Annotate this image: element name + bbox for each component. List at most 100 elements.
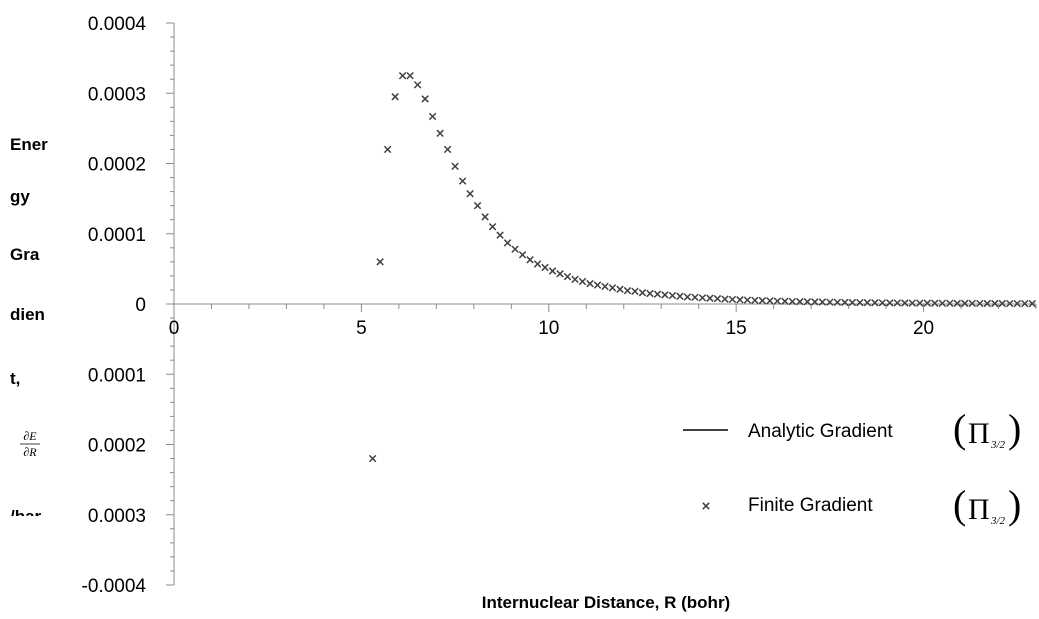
y-tick-label: 0.0003 [88,506,146,527]
legend-subscript: 3/2 [990,515,1006,527]
finite-gradient-point [676,292,684,301]
finite-gradient-point [541,263,549,272]
x-tick-label: 0 [169,318,180,339]
finite-gradient-point [496,231,504,239]
finite-gradient-point [548,267,557,275]
finite-gradient-point [878,299,887,307]
y-tick-label: 0.0002 [88,436,146,457]
finite-gradient-point [368,454,377,463]
finite-gradient-point [1021,299,1029,308]
finite-gradient-point [841,298,849,307]
x-axis-tick-labels: 0 5 10 15 20 [169,318,934,339]
finite-gradient-point [1013,299,1021,308]
y-axis-tick-labels: 0.0004 0.0003 0.0002 0.0001 0 0.0001 0.0002 0.0… [82,14,147,597]
finite-gradient-point [713,294,722,303]
finite-gradient-point [991,299,999,308]
finite-gradient-point [646,289,654,298]
x-axis-title: Internuclear Distance, R (bohr) [482,593,730,612]
finite-gradient-point [413,81,422,89]
x-tick-label: 10 [538,318,559,339]
finite-gradient-point [616,285,624,293]
legend-symbol: Π [968,493,990,526]
finite-gradient-point [638,289,647,297]
legend-subscript: 3/2 [990,439,1006,451]
finite-gradient-point [451,162,459,171]
finite-gradient-point [608,284,617,292]
finite-gradient-point [691,293,699,302]
finite-gradient-point [586,279,594,288]
finite-gradient-point [683,293,692,301]
finite-gradient-point [631,287,639,296]
finite-gradient-point [698,294,707,302]
y-axis-title-clip [0,516,70,526]
finite-gradient-point [856,298,864,307]
finite-gradient-point [848,298,857,307]
finite-gradient-point [428,112,437,121]
legend-paren-open: ( [953,406,966,451]
y-axis-title-derivative-numerator: ∂E [23,429,37,443]
finite-gradient-point [758,296,767,305]
y-axis-ticks [166,22,174,586]
axes [166,22,1037,586]
y-tick-label: 0.0001 [88,365,146,386]
legend-paren-close: ) [1008,406,1021,451]
finite-gradient-point [976,299,984,308]
legend-x-marker [702,502,710,510]
finite-gradient-point [818,298,827,306]
y-axis-title-fragment-3: Gra [10,245,40,264]
finite-gradient-point [391,93,399,101]
finite-gradient-point [998,299,1006,308]
finite-gradient-point [383,145,392,154]
finite-gradient-point [571,275,579,284]
legend-entry-analytic: Analytic Gradient ( Π 3/2 ) [683,406,1021,451]
finite-gradient-point [796,297,804,306]
y-tick-label: -0.0004 [82,576,147,597]
finite-gradient-point [511,245,519,253]
finite-gradient-point [773,297,782,305]
finite-gradient-point [946,299,954,308]
finite-gradient-point [893,299,902,307]
finite-gradient-point [743,296,752,304]
legend-label-analytic: Analytic Gradient [748,421,893,442]
legend: Analytic Gradient ( Π 3/2 ) Finite Gradi… [683,406,1021,527]
finite-gradient-point [938,299,947,308]
finite-gradient-point [751,296,759,305]
finite-gradient-point [706,294,714,302]
finite-gradient-point [443,145,452,154]
finite-gradient-point [788,297,797,306]
finite-gradient-point [826,298,834,306]
finite-gradient-point [533,260,542,268]
finite-gradient-point [923,299,932,307]
y-axis-title-fragment-5: t, [10,369,20,388]
finite-gradient-point [953,299,962,308]
x-tick-label: 15 [726,318,747,339]
finite-gradient-point [526,256,534,264]
finite-gradient-point [1006,299,1014,308]
finite-gradient-point [488,222,497,231]
finite-gradient-point [593,281,602,289]
finite-gradient-point [1028,299,1036,308]
finite-gradient-point [473,201,482,210]
finite-gradient-point [863,298,872,307]
finite-gradient-point [518,251,527,259]
y-axis-title-fragment-4: dien [10,305,45,324]
finite-gradient-point [781,297,789,305]
finite-gradient-point [601,282,609,291]
y-axis-title-derivative-denominator: ∂R [23,445,37,459]
finite-gradient-point [503,239,512,247]
x-tick-label: 5 [356,318,367,339]
finite-gradient-point [736,296,744,304]
finite-gradient-point [766,297,774,305]
y-tick-label: 0.0004 [88,14,147,35]
legend-entry-finite: Finite Gradient ( Π 3/2 ) [702,482,1021,527]
y-tick-label: 0.0003 [88,84,146,105]
finite-gradient-point [421,95,429,103]
finite-gradient-point [668,291,677,300]
finite-gradient-point [661,291,669,299]
y-tick-label: 0.0001 [88,225,146,246]
finite-gradient-point [563,272,572,281]
finite-gradient-point [653,290,662,298]
y-tick-label: 0.0002 [88,155,146,176]
x-axis-ticks [173,304,1037,312]
